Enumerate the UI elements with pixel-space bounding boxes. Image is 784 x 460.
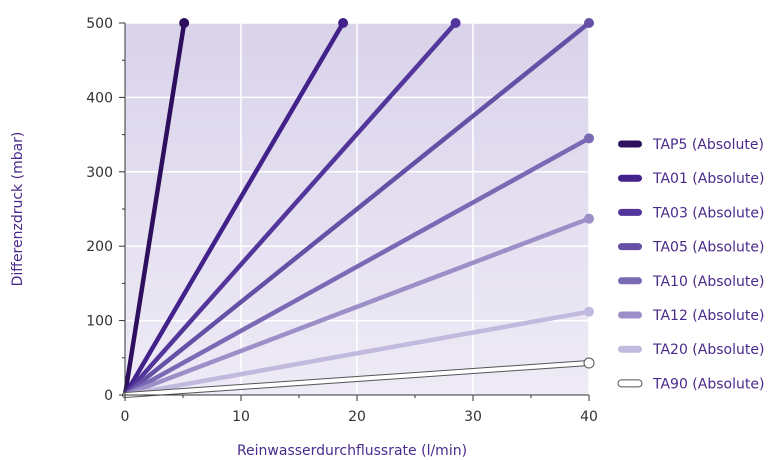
y-tick-label: 100 [86,314,113,330]
x-tick-label: 40 [580,409,598,425]
legend-label: TA01 (Absolute) [652,171,764,187]
series-line [122,20,592,398]
series-end-point [179,18,190,28]
legend-label: TAP5 (Absolute) [652,137,764,153]
x-tick-label: 20 [348,409,366,425]
series-end-point [338,18,349,28]
y-tick-label: 200 [86,239,113,255]
series-line [123,361,591,397]
series-line [122,136,592,398]
legend-swatch [618,345,642,353]
series-end-point [584,18,594,28]
legend-label: TA20 (Absolute) [652,342,764,358]
legend-label: TA12 (Absolute) [652,308,764,324]
series-end-point [584,306,594,317]
y-tick-label: 400 [86,90,113,106]
series-end-point [450,18,461,28]
legend-label: TA03 (Absolute) [652,205,764,221]
y-tick-label: 0 [104,388,113,404]
y-axis-title: Differenzdruck (mbar) [10,132,26,287]
x-tick-label: 10 [232,409,250,425]
legend-swatch [618,174,642,182]
legend: TAP5 (Absolute) TA01 (Absolute) TA03 (Abso… [617,137,764,392]
legend-label: TA90 (Absolute) [652,376,764,392]
legend-swatch [618,243,642,251]
legend-swatch [618,140,642,148]
series-end-point [584,133,594,144]
x-tick-label: 0 [121,409,130,425]
series-line [122,309,592,398]
y-tick-label: 500 [86,16,113,32]
series-line [122,20,458,398]
series-line [122,20,187,398]
x-tick-label: 30 [464,409,482,425]
x-axis-title: Reinwasserdurchflussrate (l/min) [237,443,467,459]
legend-label: TA10 (Absolute) [652,274,764,290]
series-end-point [583,357,595,369]
series-layer [122,18,595,398]
legend-label: TA05 (Absolute) [652,240,764,256]
legend-swatch [618,208,642,216]
y-tick-label: 300 [86,165,113,181]
series-line [122,20,346,398]
legend-swatch [618,277,642,285]
axes: 0 100 200 300 400 500 0 10 20 30 40 [86,16,598,425]
series-end-point [584,213,594,224]
legend-swatch [618,311,642,319]
legend-swatch [617,379,643,388]
series-line [122,216,592,398]
